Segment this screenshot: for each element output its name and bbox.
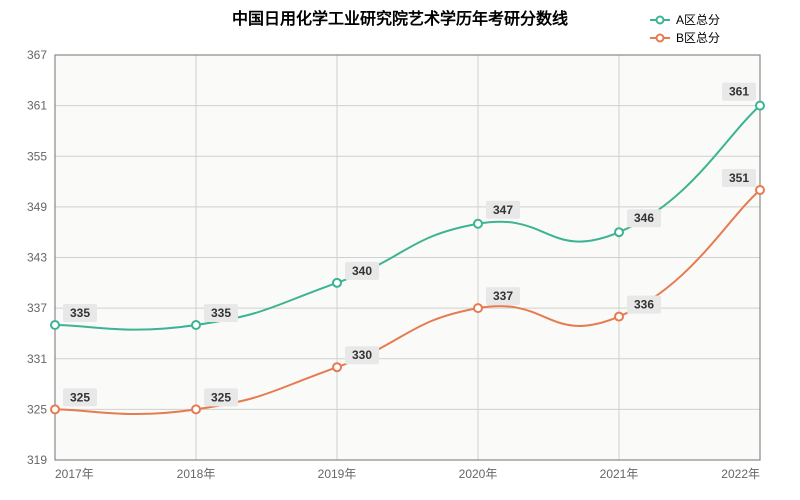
legend-label: B区总分 (676, 31, 720, 45)
y-axis-label: 349 (27, 200, 47, 214)
data-label: 325 (70, 390, 90, 404)
data-marker (192, 405, 200, 413)
data-marker (756, 186, 764, 194)
data-marker (333, 363, 341, 371)
data-label: 325 (211, 390, 231, 404)
data-label: 337 (493, 289, 513, 303)
data-label: 340 (352, 264, 372, 278)
y-axis-label: 325 (27, 402, 47, 416)
y-axis-label: 337 (27, 301, 47, 315)
data-label: 330 (352, 348, 372, 362)
y-axis-label: 361 (27, 99, 47, 113)
y-axis-label: 331 (27, 352, 47, 366)
data-label: 336 (634, 298, 654, 312)
chart-title: 中国日用化学工业研究院艺术学历年考研分数线 (232, 9, 568, 28)
data-marker (756, 102, 764, 110)
data-marker (51, 405, 59, 413)
x-axis-label: 2019年 (318, 467, 357, 481)
data-marker (192, 321, 200, 329)
x-axis-label: 2017年 (55, 467, 94, 481)
data-label: 346 (634, 211, 654, 225)
x-axis-label: 2018年 (177, 467, 216, 481)
line-chart: 319 325 331 337 343 349 355 361 367 2017年 2018年 201… (0, 0, 800, 500)
legend-marker (657, 17, 664, 24)
x-axis-label: 2022年 (721, 467, 760, 481)
data-marker (474, 304, 482, 312)
data-marker (51, 321, 59, 329)
y-axis-label: 343 (27, 251, 47, 265)
chart-container: 319 325 331 337 343 349 355 361 367 2017年 2018年 201… (0, 0, 800, 500)
y-axis-label: 319 (27, 453, 47, 467)
data-marker (333, 279, 341, 287)
data-label: 335 (211, 306, 231, 320)
legend-label: A区总分 (676, 13, 720, 27)
legend-marker (657, 35, 664, 42)
data-label: 351 (729, 171, 749, 185)
y-axis-label: 355 (27, 149, 47, 163)
data-marker (615, 228, 623, 236)
data-label: 347 (493, 203, 513, 217)
data-label: 361 (729, 85, 749, 99)
x-axis-label: 2021年 (600, 467, 639, 481)
data-marker (615, 313, 623, 321)
y-axis-label: 367 (27, 48, 47, 62)
x-axis-label: 2020年 (459, 467, 498, 481)
data-marker (474, 220, 482, 228)
data-label: 335 (70, 306, 90, 320)
